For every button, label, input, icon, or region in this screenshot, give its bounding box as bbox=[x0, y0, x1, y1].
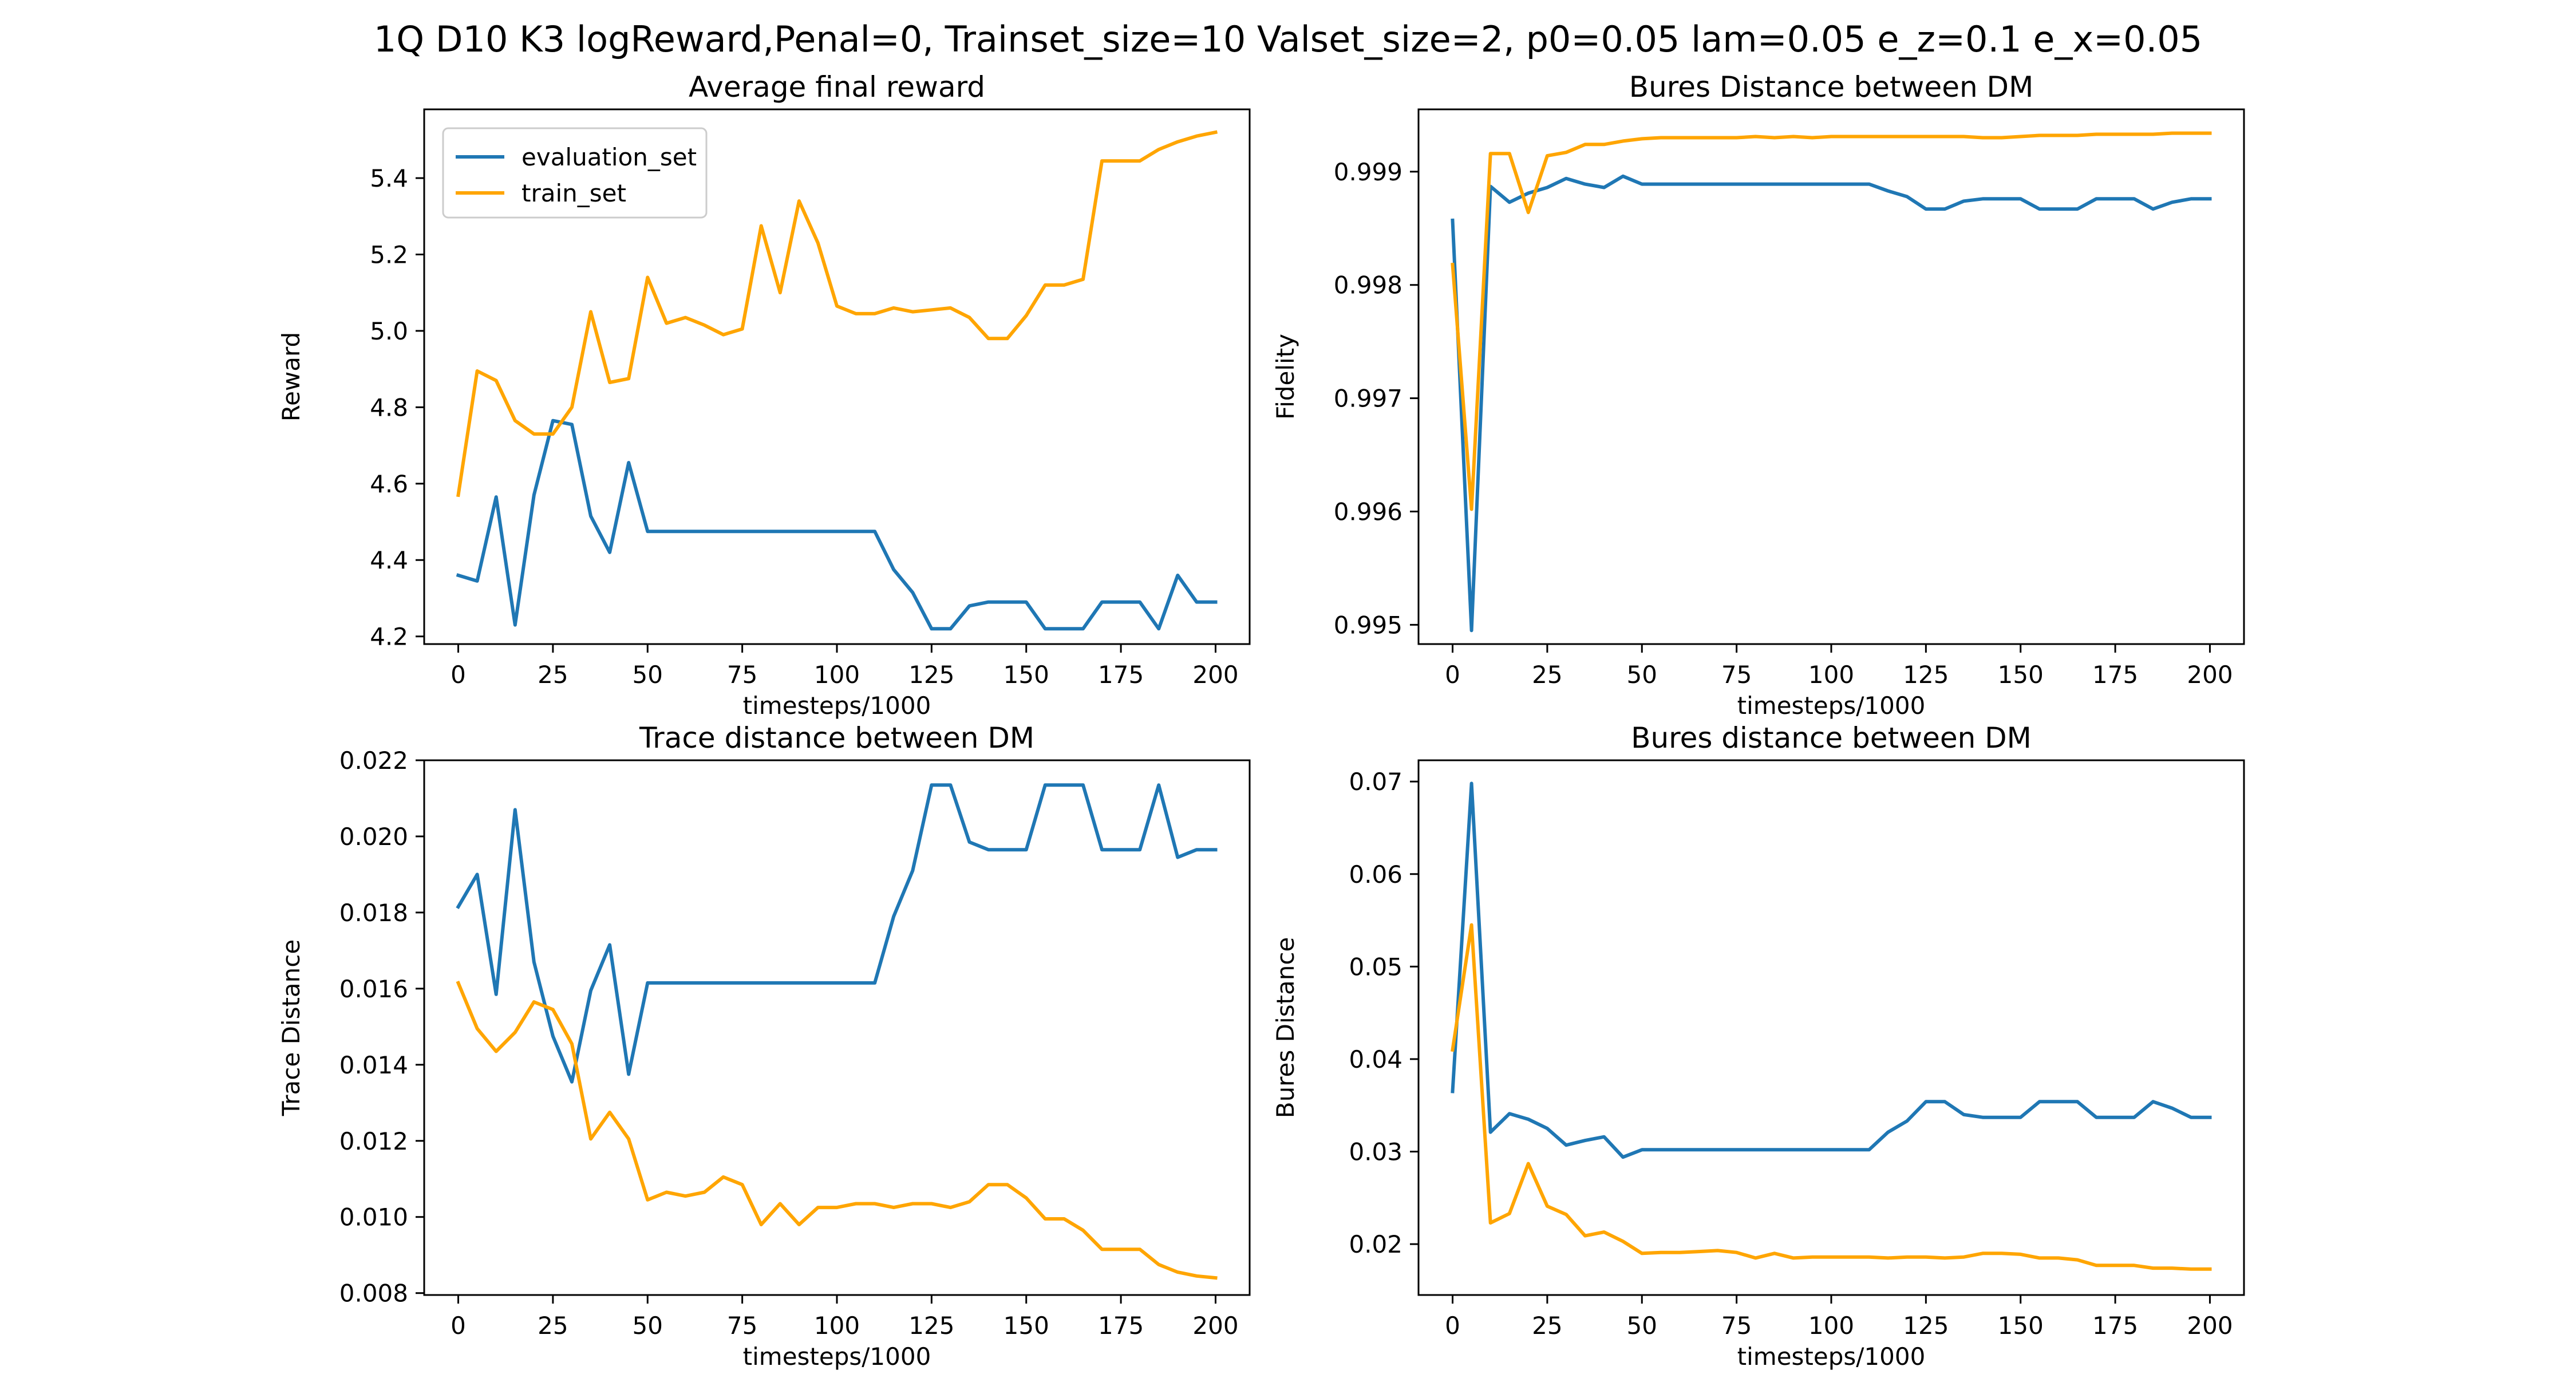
x-tick-label: 175 bbox=[2092, 1312, 2138, 1340]
y-tick-label: 0.998 bbox=[1334, 271, 1402, 299]
y-tick-label: 4.2 bbox=[370, 623, 408, 651]
x-tick-label: 200 bbox=[2187, 1312, 2233, 1340]
x-tick-label: 0 bbox=[1445, 661, 1460, 689]
x-tick-label: 125 bbox=[908, 1312, 954, 1340]
legend-entry-label: evaluation_set bbox=[521, 143, 697, 171]
y-tick-label: 4.4 bbox=[370, 546, 408, 574]
x-tick-label: 175 bbox=[1098, 661, 1144, 689]
y-axis-label: Trace Distance bbox=[277, 939, 305, 1116]
y-tick-label: 0.07 bbox=[1349, 768, 1402, 796]
y-tick-label: 0.020 bbox=[339, 823, 408, 851]
y-tick-label: 0.04 bbox=[1349, 1045, 1402, 1073]
x-tick-label: 25 bbox=[1532, 661, 1562, 689]
y-tick-label: 4.8 bbox=[370, 393, 408, 421]
x-axis-label: timesteps/1000 bbox=[743, 692, 931, 720]
series-line-evaluation-set bbox=[456, 783, 1218, 1084]
x-axis-label: timesteps/1000 bbox=[1737, 692, 1926, 720]
x-tick-label: 75 bbox=[727, 1312, 757, 1340]
x-tick-label: 50 bbox=[633, 1312, 663, 1340]
x-axis-label: timesteps/1000 bbox=[743, 1343, 931, 1371]
x-tick-label: 100 bbox=[814, 661, 860, 689]
series-line-evaluation-set bbox=[1451, 174, 2212, 633]
figure-suptitle: 1Q D10 K3 logReward,Penal=0, Trainset_si… bbox=[374, 18, 2202, 60]
x-tick-label: 125 bbox=[1903, 661, 1949, 689]
series-line-train-set bbox=[456, 130, 1218, 498]
y-tick-label: 0.06 bbox=[1349, 860, 1402, 889]
series-line-evaluation-set bbox=[456, 418, 1218, 631]
x-tick-label: 125 bbox=[908, 661, 954, 689]
x-tick-label: 175 bbox=[2092, 661, 2138, 689]
x-tick-label: 0 bbox=[451, 661, 466, 689]
x-tick-label: 50 bbox=[1627, 1312, 1657, 1340]
series-line-train-set bbox=[1451, 131, 2212, 511]
legend: evaluation_set train_set bbox=[442, 127, 708, 219]
y-tick-label: 0.05 bbox=[1349, 953, 1402, 981]
subplot-title: Average final reward bbox=[689, 70, 985, 104]
x-tick-label: 150 bbox=[1003, 1312, 1049, 1340]
x-tick-label: 200 bbox=[1192, 1312, 1238, 1340]
x-tick-label: 125 bbox=[1903, 1312, 1949, 1340]
y-tick-label: 0.995 bbox=[1334, 611, 1402, 639]
y-tick-label: 0.999 bbox=[1334, 158, 1402, 186]
subplot-title: Trace distance between DM bbox=[639, 721, 1034, 755]
y-tick-label: 0.014 bbox=[339, 1051, 408, 1079]
x-tick-label: 100 bbox=[1808, 661, 1854, 689]
series-line-evaluation-set bbox=[1451, 781, 2212, 1159]
y-tick-label: 5.2 bbox=[370, 241, 408, 269]
x-tick-label: 75 bbox=[1721, 661, 1752, 689]
y-axis-label: Bures Distance bbox=[1271, 937, 1299, 1119]
x-tick-label: 0 bbox=[1445, 1312, 1460, 1340]
x-tick-label: 175 bbox=[1098, 1312, 1144, 1340]
subplot-title: Bures distance between DM bbox=[1631, 721, 2032, 755]
subplot-4: 0 25 50 75 100 125 150 175 200 0.02 0.03 0.04 0.05 0.… bbox=[1271, 721, 2245, 1371]
subplot-2: 0 25 50 75 100 125 150 175 200 0.995 0.996 0.997 0.9… bbox=[1271, 70, 2245, 720]
y-tick-label: 5.0 bbox=[370, 317, 408, 345]
x-tick-label: 25 bbox=[538, 1312, 568, 1340]
y-tick-label: 4.6 bbox=[370, 470, 408, 498]
subplot-1: 0 25 50 75 100 125 150 175 200 4.2 4.4 4.6 4.8 5.0 5.2… bbox=[277, 70, 1251, 720]
x-tick-label: 200 bbox=[2187, 661, 2233, 689]
x-tick-label: 50 bbox=[633, 661, 663, 689]
subplot-title: Bures Distance between DM bbox=[1629, 70, 2033, 104]
x-tick-label: 50 bbox=[1627, 661, 1657, 689]
x-tick-label: 150 bbox=[1998, 1312, 2044, 1340]
x-axis-label: timesteps/1000 bbox=[1737, 1343, 1926, 1371]
y-tick-label: 0.008 bbox=[339, 1280, 408, 1308]
subplot-3: 0 25 50 75 100 125 150 175 200 0.008 0.010 0.012 0.0… bbox=[277, 721, 1251, 1371]
series-line-train-set bbox=[456, 980, 1218, 1280]
y-tick-label: 0.012 bbox=[339, 1127, 408, 1155]
x-tick-label: 150 bbox=[1003, 661, 1049, 689]
x-tick-label: 25 bbox=[538, 661, 568, 689]
series-line-train-set bbox=[1451, 923, 2212, 1271]
x-tick-label: 150 bbox=[1998, 661, 2044, 689]
x-tick-label: 200 bbox=[1192, 661, 1238, 689]
x-tick-label: 0 bbox=[451, 1312, 466, 1340]
subplot-grid: 0 25 50 75 100 125 150 175 200 4.2 4.4 4.6 4.8 5.0 5.2… bbox=[277, 70, 2245, 1371]
y-tick-label: 0.996 bbox=[1334, 498, 1402, 526]
y-tick-label: 0.02 bbox=[1349, 1230, 1402, 1258]
x-tick-label: 75 bbox=[1721, 1312, 1752, 1340]
y-tick-label: 0.03 bbox=[1349, 1138, 1402, 1166]
x-tick-label: 100 bbox=[1808, 1312, 1854, 1340]
y-tick-label: 0.997 bbox=[1334, 385, 1402, 413]
y-axis-label: Reward bbox=[277, 332, 305, 421]
y-tick-label: 0.010 bbox=[339, 1203, 408, 1231]
y-axis-label: Fidelity bbox=[1271, 334, 1299, 420]
legend-frame bbox=[442, 127, 708, 219]
y-tick-label: 0.016 bbox=[339, 975, 408, 1003]
x-tick-label: 25 bbox=[1532, 1312, 1562, 1340]
x-tick-label: 100 bbox=[814, 1312, 860, 1340]
y-tick-label: 5.4 bbox=[370, 164, 408, 192]
y-tick-label: 0.018 bbox=[339, 899, 408, 927]
y-tick-label: 0.022 bbox=[339, 747, 408, 775]
x-tick-label: 75 bbox=[727, 661, 757, 689]
legend-entry-label: train_set bbox=[521, 179, 626, 207]
